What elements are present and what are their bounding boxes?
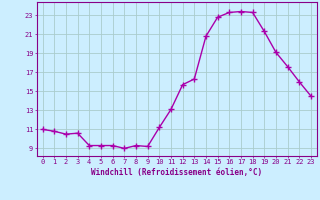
X-axis label: Windchill (Refroidissement éolien,°C): Windchill (Refroidissement éolien,°C) <box>91 168 262 177</box>
